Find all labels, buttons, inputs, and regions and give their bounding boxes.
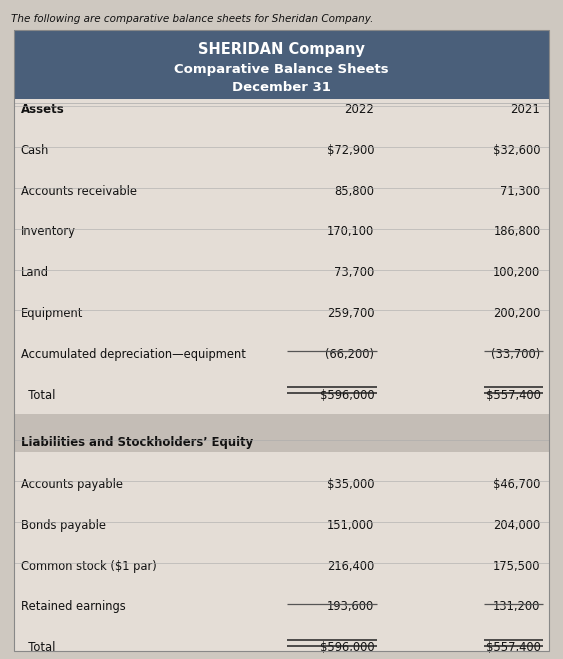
Text: The following are comparative balance sheets for Sheridan Company.: The following are comparative balance sh… (11, 14, 374, 24)
Text: 170,100: 170,100 (327, 225, 374, 239)
Text: Retained earnings: Retained earnings (21, 600, 126, 614)
FancyBboxPatch shape (14, 99, 549, 651)
Text: 100,200: 100,200 (493, 266, 540, 279)
Text: Total: Total (21, 641, 55, 654)
Text: Equipment: Equipment (21, 307, 83, 320)
Text: (33,700): (33,700) (491, 348, 540, 361)
Text: 200,200: 200,200 (493, 307, 540, 320)
Text: SHERIDAN Company: SHERIDAN Company (198, 42, 365, 57)
Text: 85,800: 85,800 (334, 185, 374, 198)
Text: Bonds payable: Bonds payable (21, 519, 106, 532)
Text: $557,400: $557,400 (486, 641, 540, 654)
Text: $46,700: $46,700 (493, 478, 540, 491)
Text: Assets: Assets (21, 103, 65, 116)
Text: Common stock ($1 par): Common stock ($1 par) (21, 559, 157, 573)
Text: $35,000: $35,000 (327, 478, 374, 491)
Text: (66,200): (66,200) (325, 348, 374, 361)
Text: $557,400: $557,400 (486, 389, 540, 402)
Text: Land: Land (21, 266, 49, 279)
Text: $596,000: $596,000 (320, 389, 374, 402)
Text: 71,300: 71,300 (501, 185, 540, 198)
Text: Inventory: Inventory (21, 225, 75, 239)
Text: Liabilities and Stockholders’ Equity: Liabilities and Stockholders’ Equity (21, 436, 253, 449)
Text: $596,000: $596,000 (320, 641, 374, 654)
Text: Accumulated depreciation—equipment: Accumulated depreciation—equipment (21, 348, 245, 361)
Text: 175,500: 175,500 (493, 559, 540, 573)
Text: Accounts receivable: Accounts receivable (21, 185, 137, 198)
FancyBboxPatch shape (14, 30, 549, 99)
Text: $72,900: $72,900 (327, 144, 374, 157)
Text: 2021: 2021 (511, 103, 540, 116)
Text: Cash: Cash (21, 144, 49, 157)
Text: 186,800: 186,800 (493, 225, 540, 239)
Text: 193,600: 193,600 (327, 600, 374, 614)
Text: Total: Total (21, 389, 55, 402)
Text: Accounts payable: Accounts payable (21, 478, 123, 491)
FancyBboxPatch shape (14, 414, 549, 452)
Text: Comparative Balance Sheets: Comparative Balance Sheets (174, 63, 389, 76)
Text: 204,000: 204,000 (493, 519, 540, 532)
Text: 259,700: 259,700 (327, 307, 374, 320)
Text: December 31: December 31 (232, 81, 331, 94)
Text: 73,700: 73,700 (334, 266, 374, 279)
Text: $32,600: $32,600 (493, 144, 540, 157)
Text: 151,000: 151,000 (327, 519, 374, 532)
Text: 216,400: 216,400 (327, 559, 374, 573)
Text: 131,200: 131,200 (493, 600, 540, 614)
Text: 2022: 2022 (345, 103, 374, 116)
